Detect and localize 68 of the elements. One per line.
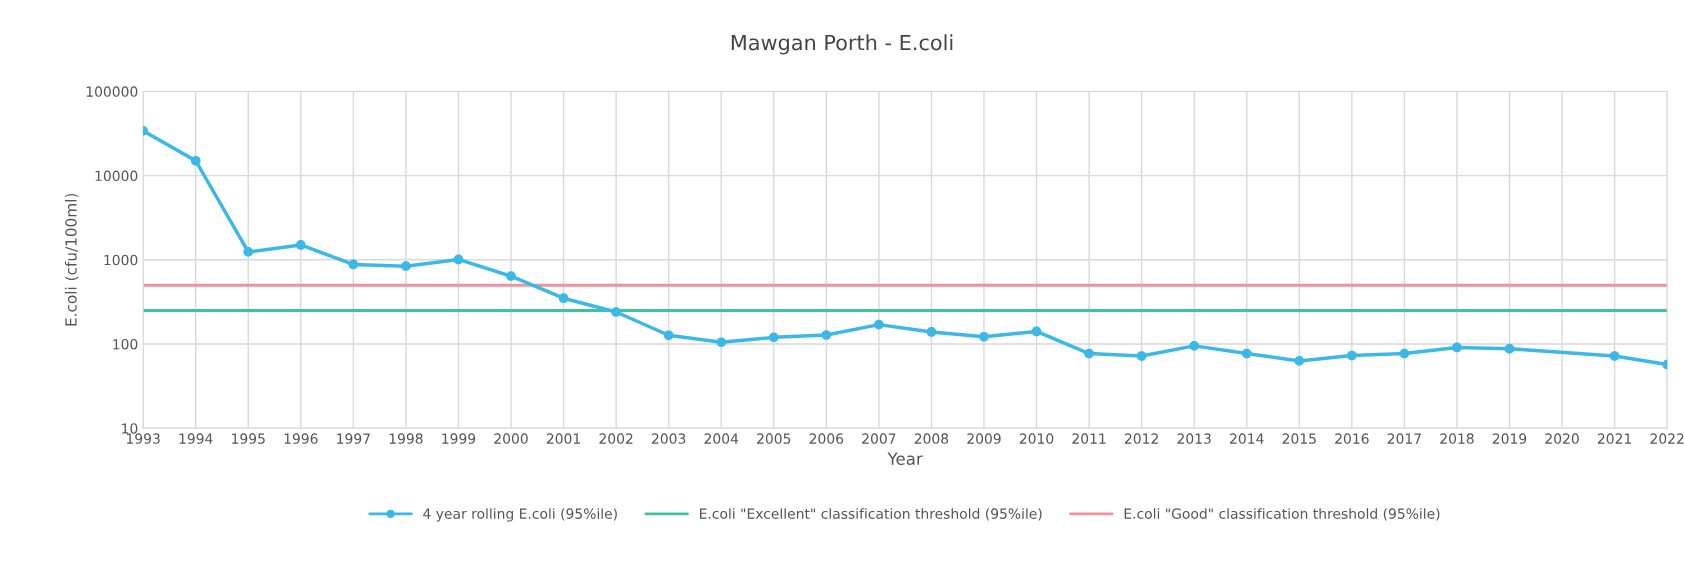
point	[979, 331, 989, 342]
point	[663, 330, 674, 341]
x-tick-label: 2019	[1492, 433, 1527, 444]
y-axis-title: E.coli (cfu/100ml)	[64, 193, 79, 326]
point	[716, 337, 727, 348]
legend-label: E.coli "Excellent" classification threshold (95%ile)	[700, 508, 1042, 521]
point	[243, 247, 254, 257]
x-tick-label: 2003	[652, 433, 686, 444]
x-tick-label: 1998	[389, 433, 423, 444]
x-tick-label: 1995	[232, 433, 265, 444]
x-tick-label: 2006	[809, 433, 844, 444]
point	[1399, 348, 1410, 359]
point	[821, 330, 832, 340]
y-tick-label: 1000	[104, 254, 138, 266]
point	[1136, 351, 1147, 361]
point	[1346, 350, 1357, 361]
x-tick-label: 2013	[1177, 433, 1211, 444]
x-tick-label: 2018	[1440, 433, 1474, 444]
point	[1609, 351, 1620, 361]
x-tick-label: 2011	[1072, 433, 1106, 444]
x-axis-title: Year	[887, 452, 923, 466]
x-tick-label: 2015	[1282, 433, 1316, 444]
y-tick-label: 10	[122, 423, 138, 434]
x-tick-label: 2002	[599, 433, 633, 444]
point	[926, 327, 937, 337]
x-tick-label: 2005	[757, 433, 791, 444]
point	[348, 259, 359, 270]
x-tick-label: 2016	[1335, 433, 1369, 444]
point	[401, 261, 411, 272]
x-tick-label: 2000	[494, 433, 528, 444]
point	[1294, 356, 1305, 366]
point	[558, 293, 569, 304]
point	[1031, 326, 1042, 337]
y-tick-label: 100	[113, 339, 138, 350]
x-tick-label: 1993	[126, 433, 160, 444]
x-tick-label: 1999	[442, 433, 476, 444]
point	[1452, 342, 1462, 353]
x-tick-label: 2010	[1019, 433, 1054, 444]
x-tick-label: 2021	[1597, 433, 1631, 444]
point	[611, 307, 621, 317]
legend-label: 4 year rolling E.coli (95%ile)	[423, 508, 617, 522]
point	[453, 254, 464, 265]
x-tick-label: 2008	[914, 433, 949, 444]
x-tick-label: 2012	[1124, 433, 1158, 444]
chart-title: Mawgan Porth - E.coli	[731, 34, 953, 55]
point	[874, 319, 884, 330]
x-tick-label: 2009	[967, 433, 1001, 444]
point	[506, 271, 516, 281]
x-tick-label: 2004	[704, 433, 739, 444]
x-tick-label: 1997	[337, 433, 370, 444]
x-tick-label: 1994	[179, 433, 213, 444]
point	[1189, 341, 1200, 351]
x-tick-label: 1996	[284, 433, 318, 444]
y-tick-label: 10000	[95, 170, 138, 182]
legend-label: E.coli "Good" classification threshold (95%ile)	[1124, 508, 1440, 521]
point	[295, 240, 306, 250]
x-tick-label: 2007	[862, 433, 896, 444]
x-tick-label: 2022	[1650, 433, 1684, 444]
x-tick-label: 2001	[546, 433, 580, 444]
point	[190, 155, 201, 166]
point	[768, 332, 779, 343]
point	[1241, 348, 1252, 359]
point	[1084, 348, 1094, 359]
x-tick-label: 2020	[1545, 433, 1579, 444]
point	[1504, 343, 1515, 354]
y-tick-label: 100000	[86, 86, 138, 97]
x-tick-label: 2017	[1387, 433, 1421, 444]
x-tick-label: 2014	[1230, 433, 1264, 444]
